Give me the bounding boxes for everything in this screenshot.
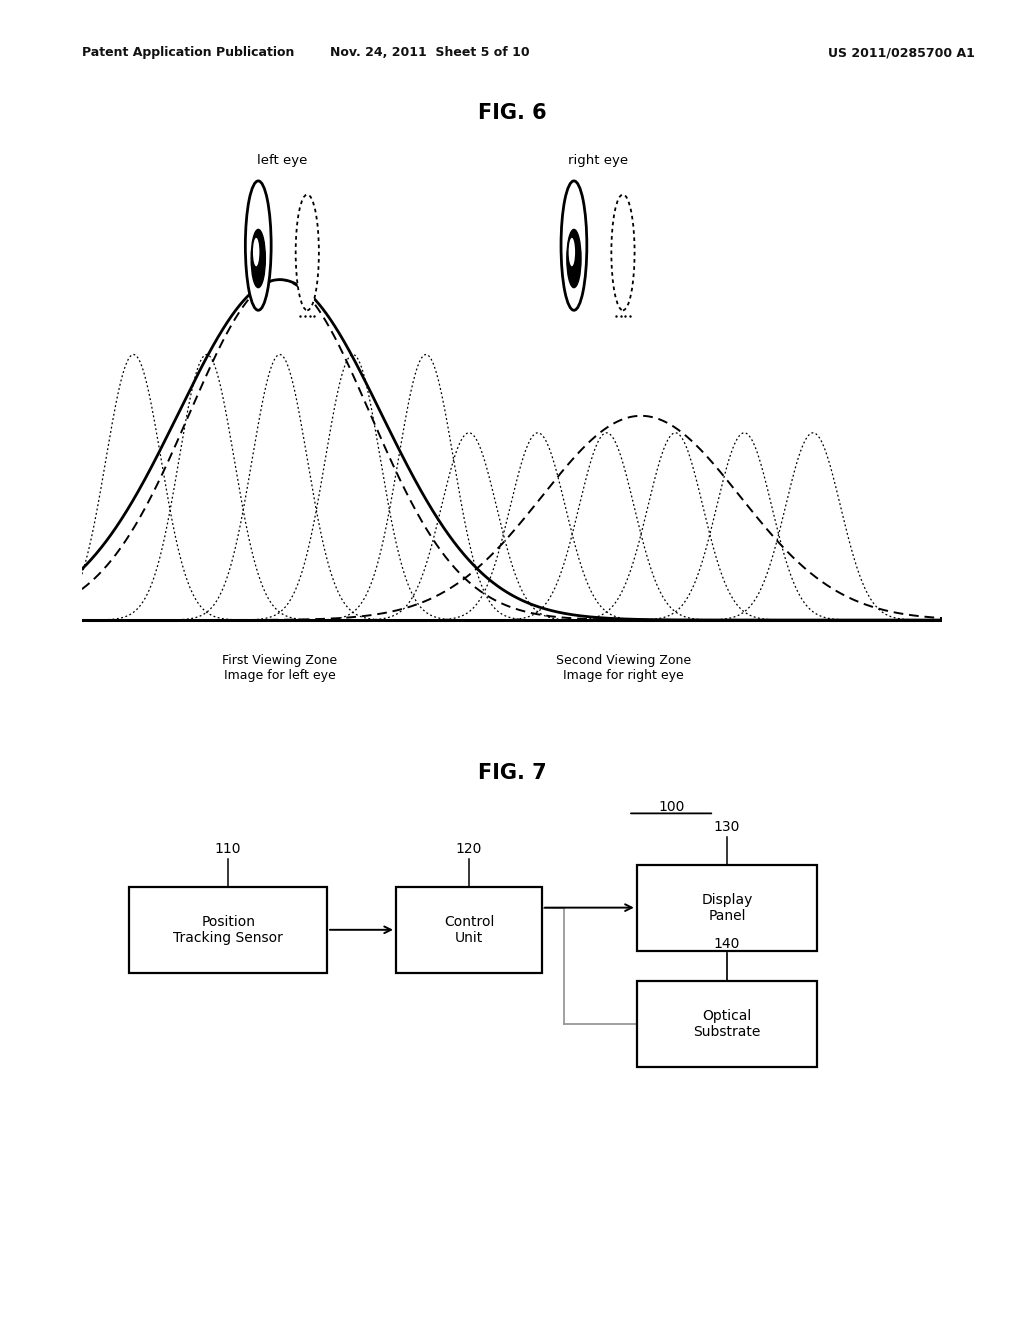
- Ellipse shape: [561, 181, 587, 310]
- Bar: [637, 865, 817, 950]
- Text: 120: 120: [456, 842, 482, 857]
- Ellipse shape: [567, 230, 581, 288]
- Text: US 2011/0285700 A1: US 2011/0285700 A1: [827, 46, 975, 59]
- Text: Nov. 24, 2011  Sheet 5 of 10: Nov. 24, 2011 Sheet 5 of 10: [331, 46, 529, 59]
- Ellipse shape: [251, 230, 265, 288]
- Ellipse shape: [611, 194, 635, 310]
- Bar: [396, 887, 542, 973]
- Ellipse shape: [246, 181, 271, 310]
- Text: 140: 140: [714, 937, 740, 950]
- Bar: [129, 887, 327, 973]
- Text: left eye: left eye: [257, 154, 307, 168]
- Ellipse shape: [253, 238, 259, 267]
- Text: First Viewing Zone
Image for left eye: First Viewing Zone Image for left eye: [222, 655, 337, 682]
- Text: FIG. 6: FIG. 6: [477, 103, 547, 123]
- Text: Display
Panel: Display Panel: [701, 892, 753, 923]
- Text: 130: 130: [714, 820, 740, 834]
- Text: Second Viewing Zone
Image for right eye: Second Viewing Zone Image for right eye: [556, 655, 691, 682]
- Text: Patent Application Publication: Patent Application Publication: [82, 46, 294, 59]
- Bar: [637, 981, 817, 1067]
- Text: Control
Unit: Control Unit: [443, 915, 495, 945]
- Text: Position
Tracking Sensor: Position Tracking Sensor: [173, 915, 283, 945]
- Text: right eye: right eye: [568, 154, 628, 168]
- Text: 110: 110: [215, 842, 242, 857]
- Text: 100: 100: [658, 800, 684, 813]
- Text: FIG. 7: FIG. 7: [477, 763, 547, 784]
- Ellipse shape: [296, 194, 318, 310]
- Text: Optical
Substrate: Optical Substrate: [693, 1008, 761, 1039]
- Ellipse shape: [568, 238, 575, 267]
